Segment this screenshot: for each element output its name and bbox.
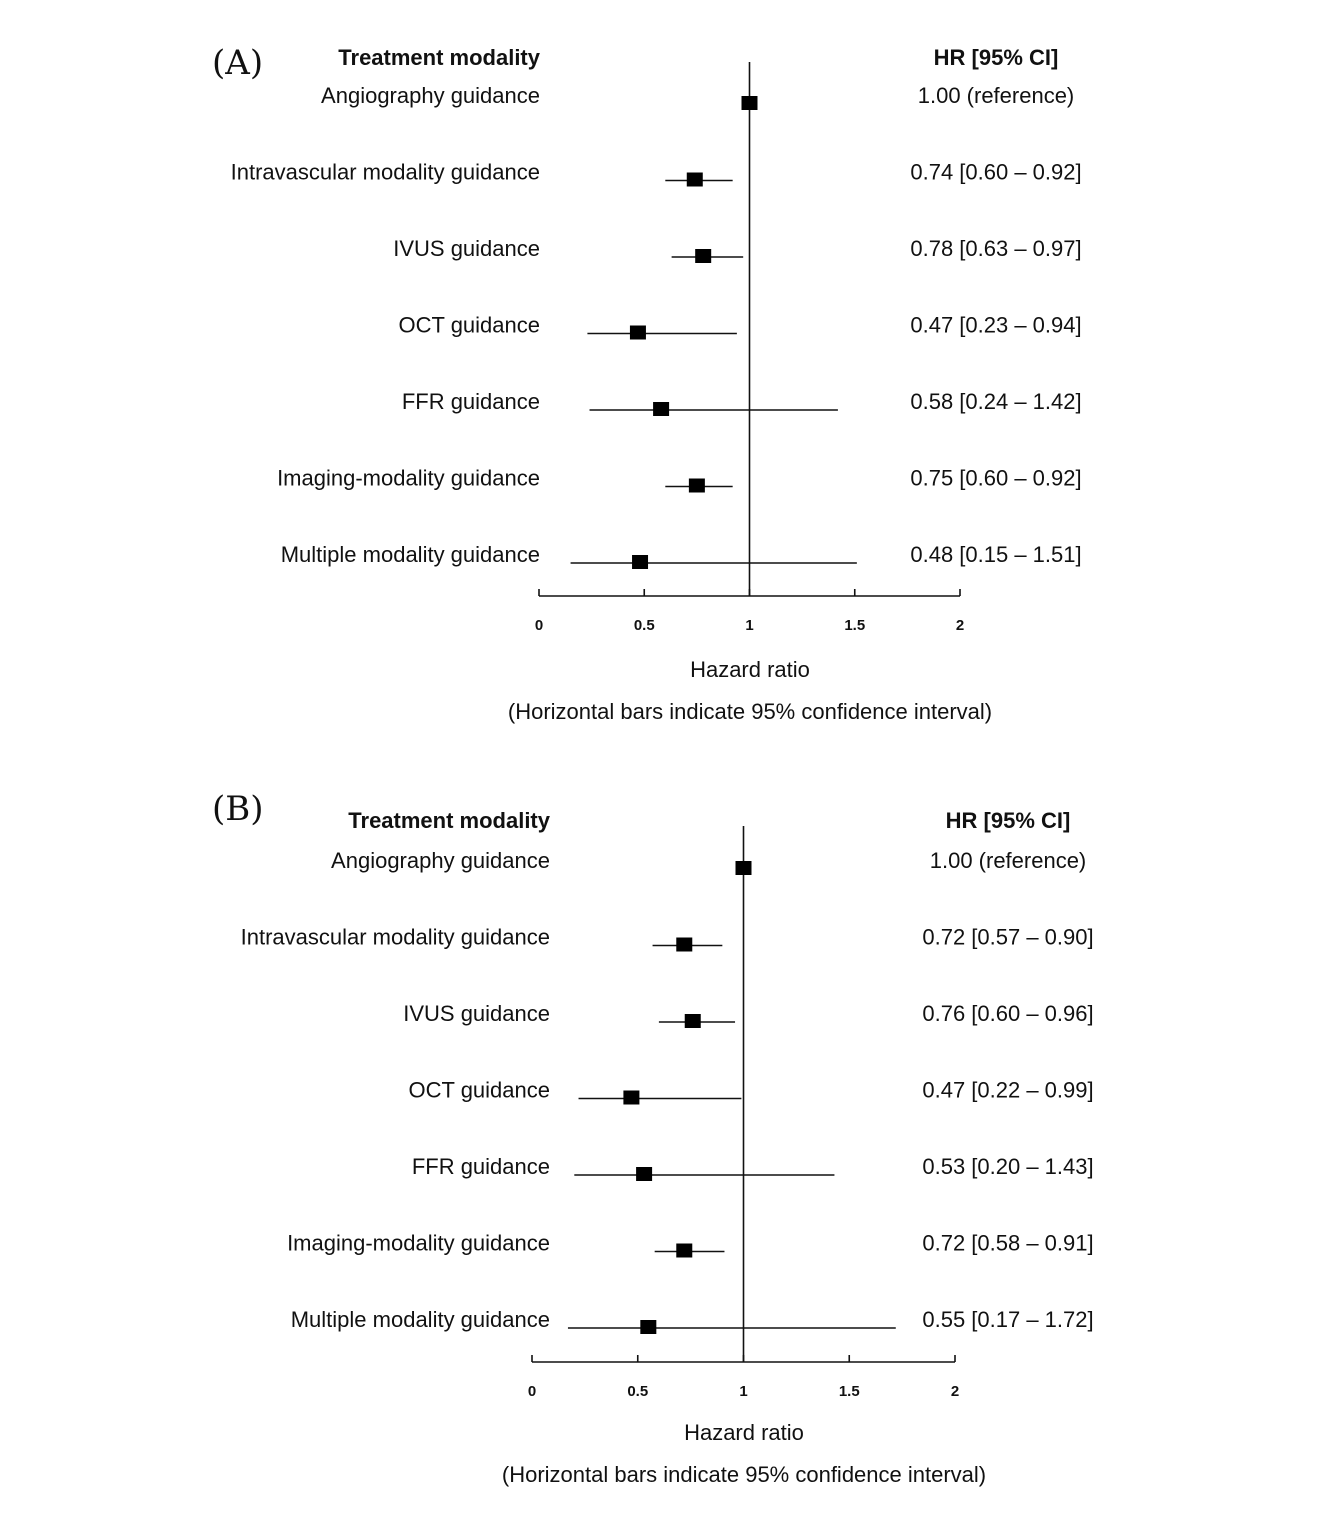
x-tick-label: 0.5 — [627, 1383, 648, 1400]
x-tick-label: 1 — [745, 617, 753, 634]
hr-ci-value: 0.72 [0.58 – 0.91] — [922, 1231, 1093, 1256]
x-tick-label: 1.5 — [844, 617, 865, 634]
panel-b-forest-plot: (B) Treatment modality HR [95% CI] Hazar… — [212, 789, 1094, 1487]
hr-ci-value: 0.47 [0.23 – 0.94] — [910, 313, 1081, 338]
hr-ci-value: 0.48 [0.15 – 1.51] — [910, 542, 1081, 567]
hr-point-marker — [676, 937, 693, 952]
hr-point-marker — [684, 1014, 701, 1028]
x-tick-label: 2 — [956, 617, 964, 634]
hr-ci-value: 0.55 [0.17 – 1.72] — [922, 1307, 1093, 1332]
header-treatment-modality: Treatment modality — [338, 45, 540, 70]
header-treatment-modality: Treatment modality — [348, 808, 550, 833]
ci-footnote: (Horizontal bars indicate 95% confidence… — [508, 699, 992, 724]
hr-point-marker — [636, 1167, 653, 1181]
hr-point-marker — [695, 249, 712, 263]
panel-label: (B) — [212, 789, 264, 829]
row-label: Intravascular modality guidance — [241, 925, 550, 950]
row-label: FFR guidance — [402, 389, 540, 414]
row-label: OCT guidance — [399, 313, 540, 338]
x-tick-label: 1.5 — [839, 1383, 860, 1400]
hr-ci-value: 0.58 [0.24 – 1.42] — [910, 389, 1081, 414]
row-label: IVUS guidance — [393, 236, 540, 261]
row-label: Angiography guidance — [331, 848, 550, 873]
hr-ci-value: 0.74 [0.60 – 0.92] — [910, 160, 1081, 185]
hr-ci-value: 1.00 (reference) — [930, 848, 1087, 873]
hr-ci-value: 0.78 [0.63 – 0.97] — [910, 236, 1081, 261]
x-tick-label: 2 — [951, 1383, 959, 1400]
x-axis-title: Hazard ratio — [690, 657, 810, 682]
panel-label: (A) — [212, 43, 263, 83]
row-label: FFR guidance — [412, 1154, 550, 1179]
x-axis-title: Hazard ratio — [684, 1420, 804, 1445]
x-tick-label: 0 — [535, 617, 543, 634]
hr-point-marker — [623, 1090, 640, 1105]
x-tick-label: 1 — [739, 1383, 747, 1400]
x-tick-label: 0 — [528, 1383, 536, 1400]
hr-ci-value: 1.00 (reference) — [918, 83, 1075, 108]
hr-point-marker — [688, 478, 705, 493]
hr-ci-value: 0.47 [0.22 – 0.99] — [922, 1078, 1093, 1103]
row-label: OCT guidance — [409, 1078, 550, 1103]
hr-point-marker — [632, 555, 649, 569]
hr-ci-value: 0.72 [0.57 – 0.90] — [922, 925, 1093, 950]
hr-point-marker — [741, 96, 758, 110]
hr-point-marker — [686, 172, 703, 187]
header-hr-ci: HR [95% CI] — [946, 808, 1071, 833]
header-hr-ci: HR [95% CI] — [934, 45, 1059, 70]
panel-a-forest-plot: (A) Treatment modality HR [95% CI] Hazar… — [212, 43, 1082, 724]
row-label: Imaging-modality guidance — [277, 466, 540, 491]
hr-point-marker — [676, 1243, 693, 1258]
row-label: Angiography guidance — [321, 83, 540, 108]
row-label: IVUS guidance — [403, 1001, 550, 1026]
ci-footnote: (Horizontal bars indicate 95% confidence… — [502, 1462, 986, 1487]
row-label: Imaging-modality guidance — [287, 1231, 550, 1256]
hr-ci-value: 0.76 [0.60 – 0.96] — [922, 1001, 1093, 1026]
row-label: Multiple modality guidance — [291, 1307, 550, 1332]
hr-point-marker — [653, 402, 670, 416]
hr-point-marker — [629, 325, 646, 340]
hr-ci-value: 0.75 [0.60 – 0.92] — [910, 466, 1081, 491]
x-tick-label: 0.5 — [634, 617, 655, 634]
hr-point-marker — [735, 861, 752, 875]
hr-point-marker — [640, 1320, 657, 1334]
row-label: Multiple modality guidance — [281, 542, 540, 567]
row-label: Intravascular modality guidance — [231, 160, 540, 185]
hr-ci-value: 0.53 [0.20 – 1.43] — [922, 1154, 1093, 1179]
